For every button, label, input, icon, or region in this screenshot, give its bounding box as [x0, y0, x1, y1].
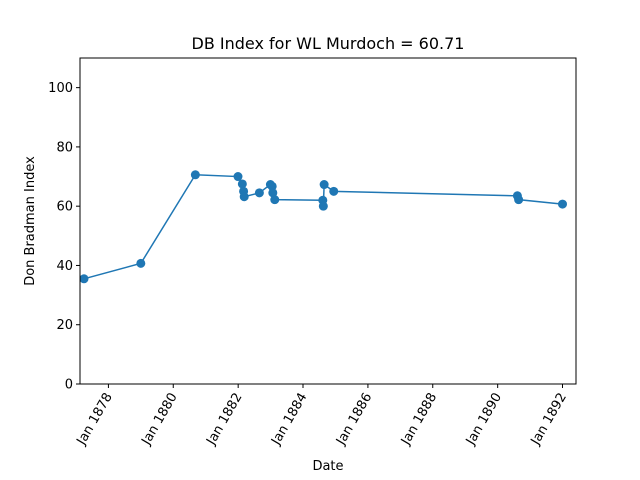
data-point	[237, 179, 247, 189]
x-axis-title: Date	[312, 459, 343, 474]
y-tick-label: 20	[56, 318, 73, 333]
data-point	[318, 201, 328, 211]
y-axis: 0 20 40 60 80 100	[48, 81, 80, 393]
data-point	[267, 181, 277, 191]
x-tick-label: Jan 1890	[463, 390, 505, 448]
x-axis: Jan 1878 Jan 1880 Jan 1882 Jan 1884 Jan 1886…	[74, 384, 570, 448]
y-tick-label: 40	[56, 259, 73, 274]
data-point	[233, 172, 243, 182]
y-tick-label: 60	[56, 200, 73, 215]
y-tick-label: 100	[48, 81, 73, 96]
x-tick-label: Jan 1882	[204, 391, 246, 449]
x-tick-label: Jan 1884	[268, 391, 310, 449]
chart-title: DB Index for WL Murdoch = 60.71	[192, 34, 465, 53]
x-tick-label: Jan 1886	[333, 391, 375, 449]
data-point	[558, 199, 567, 209]
data-point	[329, 186, 339, 196]
data-point	[136, 258, 146, 268]
y-tick-label: 80	[56, 140, 73, 155]
x-tick-label: Jan 1888	[398, 391, 440, 449]
data-point	[79, 274, 89, 284]
data-point	[239, 192, 249, 202]
data-point	[268, 188, 278, 198]
data-point	[190, 170, 200, 180]
plot-frame	[79, 57, 577, 385]
data-point	[270, 195, 280, 205]
data-point	[514, 195, 524, 205]
plot-area	[79, 170, 567, 284]
series-line	[83, 174, 563, 280]
x-tick-label: Jan 1880	[139, 391, 181, 449]
x-tick-label: Jan 1878	[74, 391, 116, 449]
data-point	[319, 180, 329, 190]
y-tick-label: 0	[65, 378, 73, 393]
x-tick-label: Jan 1892	[528, 391, 570, 449]
y-axis-title: Don Bradman Index	[23, 156, 38, 286]
data-point	[254, 188, 264, 198]
